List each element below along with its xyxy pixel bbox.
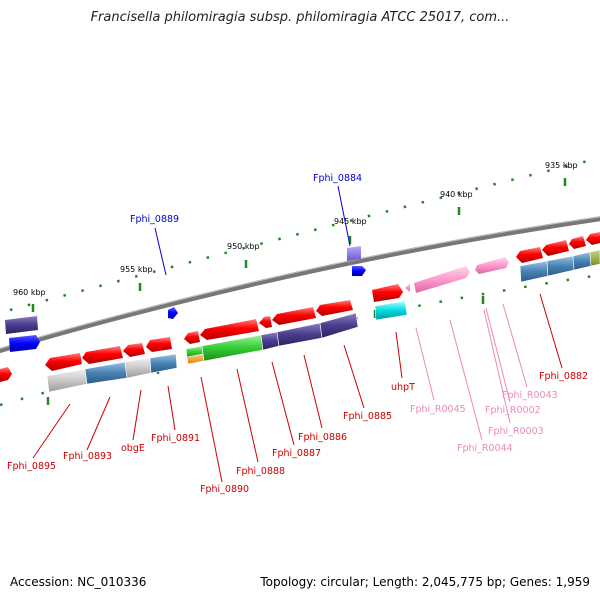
genome-backbone-highlight: [0, 216, 600, 350]
gene-rrna-3[interactable]: [475, 257, 509, 274]
gene-fphi0887[interactable]: [259, 316, 272, 328]
gene-fphi0885[interactable]: [316, 300, 353, 316]
cog-steel-1: [84, 361, 128, 385]
gene-fphi0882[interactable]: [516, 247, 543, 263]
kbp-label-945: 945 kbp: [334, 217, 367, 226]
label-fphi0889[interactable]: Fphi_0889: [130, 214, 179, 225]
feature-fphi0884[interactable]: [347, 246, 361, 261]
cog-steel-4: [546, 255, 575, 277]
label-fphi0884[interactable]: Fphi_0884: [313, 173, 362, 184]
cog-olive: [589, 249, 600, 267]
outer-features: [5, 246, 366, 352]
cog-steel-5: [572, 251, 592, 271]
label-fphi0888[interactable]: Fphi_0888: [236, 466, 285, 477]
gene-right-2[interactable]: [569, 236, 586, 249]
label-obge[interactable]: obgE: [121, 443, 145, 454]
gene-uhpt[interactable]: [372, 284, 403, 302]
accession-text: Accession: NC_010336: [10, 575, 147, 589]
label-fphi-r0045[interactable]: Fphi_R0045: [410, 404, 466, 415]
label-fphi0891[interactable]: Fphi_0891: [151, 433, 200, 444]
label-fphi0887[interactable]: Fphi_0887: [272, 448, 321, 459]
label-fphi-r0003[interactable]: Fphi_R0003: [488, 426, 544, 437]
leader-lines: [32, 185, 563, 483]
cog-gray-1: [46, 368, 88, 393]
kbp-label-950: 950 kbp: [227, 242, 260, 251]
gene-right-3[interactable]: [586, 232, 600, 245]
feature-left-blue[interactable]: [9, 335, 40, 352]
kbp-label-960: 960 kbp: [13, 288, 46, 297]
label-fphi0890[interactable]: Fphi_0890: [200, 484, 249, 495]
gene-fphi0893[interactable]: [82, 346, 123, 364]
gene-fphi0895[interactable]: [45, 353, 82, 371]
map-title: Francisella philomiragia subsp. philomir…: [90, 10, 510, 25]
label-uhpt[interactable]: uhpT: [391, 382, 415, 393]
label-fphi-r0044[interactable]: Fphi_R0044: [457, 443, 513, 454]
label-fphi-r0043[interactable]: Fphi_R0043: [502, 390, 558, 401]
genome-backbone: [0, 216, 600, 354]
kbp-label-955: 955 kbp: [120, 265, 153, 274]
gene-fphi0890[interactable]: [184, 331, 200, 344]
label-fphi0886[interactable]: Fphi_0886: [298, 432, 347, 443]
kbp-label-935: 935 kbp: [545, 161, 578, 170]
cog-cyan: [374, 300, 408, 321]
gene-right-1[interactable]: [542, 240, 569, 256]
label-fphi0893[interactable]: Fphi_0893: [63, 451, 112, 462]
major-ticks: [31, 178, 567, 312]
gene-obge[interactable]: [123, 343, 145, 357]
gene-rrna-1[interactable]: [405, 283, 410, 292]
cog-bars: [46, 249, 600, 393]
gene-fphi0886[interactable]: [272, 307, 316, 325]
label-fphi-r0002[interactable]: Fphi_R0002: [485, 405, 541, 416]
kbp-label-940: 940 kbp: [440, 190, 473, 199]
feature-fphi0889[interactable]: [168, 307, 178, 319]
genome-summary-text: Topology: circular; Length: 2,045,775 bp…: [260, 575, 590, 589]
feature-left-navy[interactable]: [5, 316, 38, 334]
cog-steel-3: [519, 260, 549, 283]
cog-navy-3: [319, 312, 359, 339]
gene-fphi0891[interactable]: [146, 337, 172, 352]
label-fphi0895[interactable]: Fphi_0895: [7, 461, 56, 472]
gene-row: [0, 232, 600, 382]
gene-fphi0888[interactable]: [200, 319, 259, 340]
cog-navy-1: [260, 331, 280, 351]
cog-navy-2: [276, 322, 323, 347]
feature-fphi0884-arrow[interactable]: [352, 266, 366, 276]
gene-left-edge[interactable]: [0, 367, 12, 382]
cog-steel-2: [149, 353, 178, 374]
cog-gray-2: [124, 357, 152, 379]
label-fphi0885[interactable]: Fphi_0885: [343, 411, 392, 422]
label-fphi0882[interactable]: Fphi_0882: [539, 371, 588, 382]
gene-rrna-2[interactable]: [414, 266, 470, 293]
